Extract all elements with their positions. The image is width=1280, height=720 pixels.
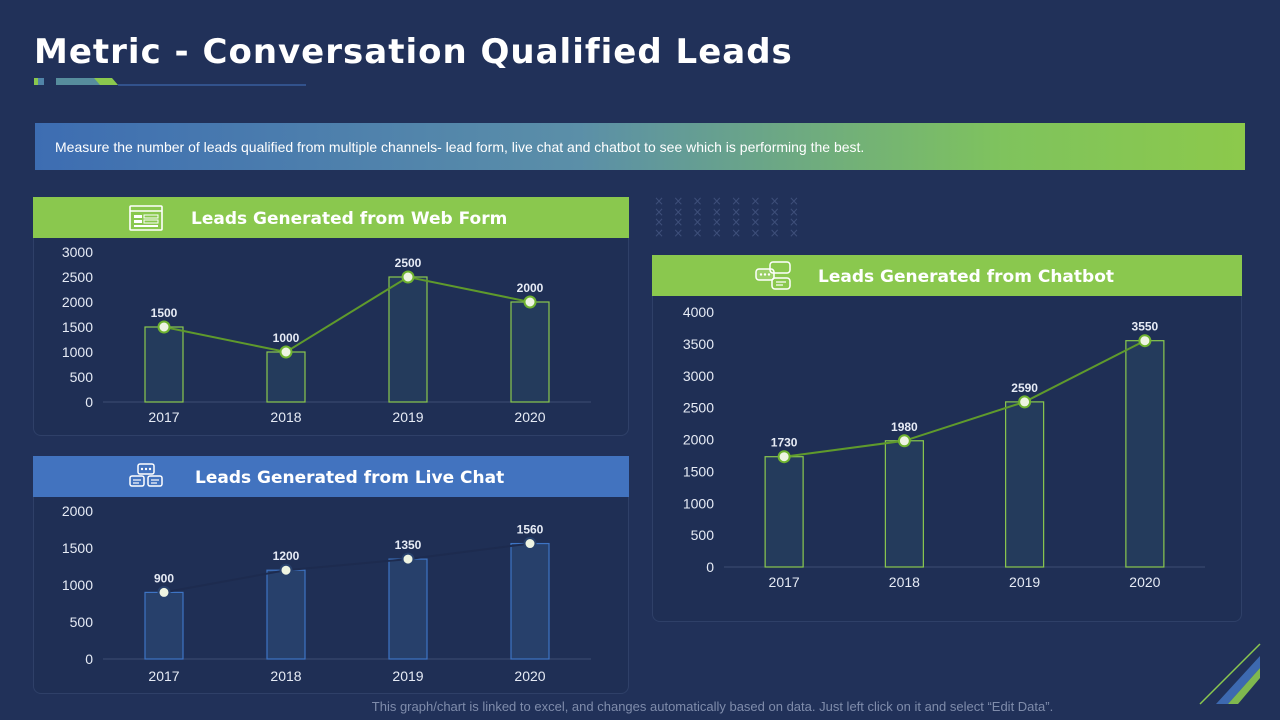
web-form-icon (129, 205, 163, 231)
live-chat-title: Leads Generated from Live Chat (195, 468, 505, 488)
x-tick-label: 2020 (1129, 574, 1160, 590)
y-tick-label: 2500 (62, 269, 93, 285)
x-tick-label: 2019 (392, 668, 423, 684)
data-label-2020: 3550 (1132, 320, 1159, 334)
data-point-2020 (523, 537, 537, 551)
bar-2019 (388, 276, 428, 403)
y-tick-label: 500 (70, 614, 94, 630)
y-tick-label: 1000 (683, 495, 714, 511)
y-tick-label: 1000 (62, 344, 93, 360)
x-tick-label: 2019 (1009, 574, 1040, 590)
trend-line (163, 275, 531, 354)
x-tick-label: 2017 (148, 409, 179, 425)
y-tick-label: 0 (85, 651, 93, 667)
data-point-2018 (279, 563, 293, 577)
y-tick-label: 3500 (683, 336, 714, 352)
bar-2020 (1125, 340, 1165, 568)
x-tick-label: 2017 (148, 668, 179, 684)
web-form-header: Leads Generated from Web Form (33, 197, 629, 238)
x-tick-label: 2020 (514, 409, 545, 425)
data-point-2017 (157, 320, 171, 334)
live-chat-chart: 0 500 1000 1500 2000 900 2017 1200 2018 1350 2019 1… (62, 503, 591, 684)
y-tick-label: 2000 (683, 432, 714, 448)
web-form-title: Leads Generated from Web Form (191, 209, 508, 229)
data-label-2019: 2500 (395, 256, 422, 270)
data-label-2017: 1500 (151, 306, 178, 320)
bar-2018 (884, 440, 924, 568)
x-pattern-decoration: × × × × × × × × × × × × × × × × × × × × … (654, 194, 802, 240)
title-underline (34, 78, 306, 86)
trend-line (163, 542, 531, 594)
x-tick-label: 2018 (889, 574, 920, 590)
x-tick-label: 2018 (270, 668, 301, 684)
y-tick-label: 4000 (683, 304, 714, 320)
data-point-2019 (401, 270, 415, 284)
x-tick-label: 2017 (769, 574, 800, 590)
y-tick-label: 1500 (62, 319, 93, 335)
bar-2020 (510, 542, 550, 660)
data-point-2020 (523, 295, 537, 309)
web-form-chart: 0 500 1000 1500 2000 2500 3000 1500 2017 1000 2018… (62, 244, 591, 425)
data-point-2019 (1018, 395, 1032, 409)
banner-text: Measure the number of leads qualified fr… (55, 138, 865, 155)
bar-2018 (266, 351, 306, 403)
bar-2017 (764, 456, 804, 568)
chatbot-icon (755, 261, 791, 290)
data-label-2017: 1730 (771, 436, 798, 450)
corner-stripe-decoration (1199, 643, 1261, 705)
chatbot-title: Leads Generated from Chatbot (818, 267, 1114, 287)
y-tick-label: 2000 (62, 503, 93, 519)
data-point-2019 (401, 552, 415, 566)
data-point-2017 (157, 585, 171, 599)
bar-2017 (144, 326, 184, 403)
y-tick-label: 1000 (62, 577, 93, 593)
data-label-2018: 1980 (891, 420, 918, 434)
bar-2018 (266, 569, 306, 660)
bar-2019 (388, 558, 428, 660)
y-tick-label: 1500 (683, 463, 714, 479)
bar-2020 (510, 301, 550, 403)
x-tick-label: 2019 (392, 409, 423, 425)
data-label-2020: 2000 (517, 281, 544, 295)
data-label-2018: 1200 (273, 549, 300, 563)
footnote: This graph/chart is linked to excel, and… (371, 699, 1054, 714)
bar-2017 (144, 591, 184, 660)
y-tick-label: 2500 (683, 400, 714, 416)
bar-2019 (1005, 401, 1045, 568)
live-chat-icon (129, 463, 163, 487)
y-tick-label: 3000 (683, 368, 714, 384)
chatbot-chart: 0 500 1000 1500 2000 2500 3000 3500 4000 1730 2017… (683, 304, 1205, 590)
y-tick-label: 500 (691, 527, 715, 543)
data-label-2017: 900 (154, 571, 174, 585)
y-tick-label: 500 (70, 369, 94, 385)
description-banner: Measure the number of leads qualified fr… (35, 123, 1245, 170)
y-tick-label: 0 (85, 394, 93, 410)
x-tick-label: 2018 (270, 409, 301, 425)
data-label-2020: 1560 (517, 523, 544, 537)
x-tick-label: 2020 (514, 668, 545, 684)
live-chat-header: Leads Generated from Live Chat (33, 456, 629, 497)
y-tick-label: 2000 (62, 294, 93, 310)
data-label-2018: 1000 (273, 331, 300, 345)
data-label-2019: 1350 (395, 538, 422, 552)
y-tick-label: 3000 (62, 244, 93, 260)
trend-line (783, 339, 1146, 458)
chatbot-header: Leads Generated from Chatbot (652, 255, 1242, 296)
data-point-2020 (1138, 334, 1152, 348)
data-point-2018 (279, 345, 293, 359)
data-point-2017 (777, 450, 791, 464)
data-point-2018 (897, 434, 911, 448)
y-tick-label: 0 (706, 559, 714, 575)
page-title: Metric - Conversation Qualified Leads (34, 32, 793, 72)
data-label-2019: 2590 (1011, 381, 1038, 395)
y-tick-label: 1500 (62, 540, 93, 556)
